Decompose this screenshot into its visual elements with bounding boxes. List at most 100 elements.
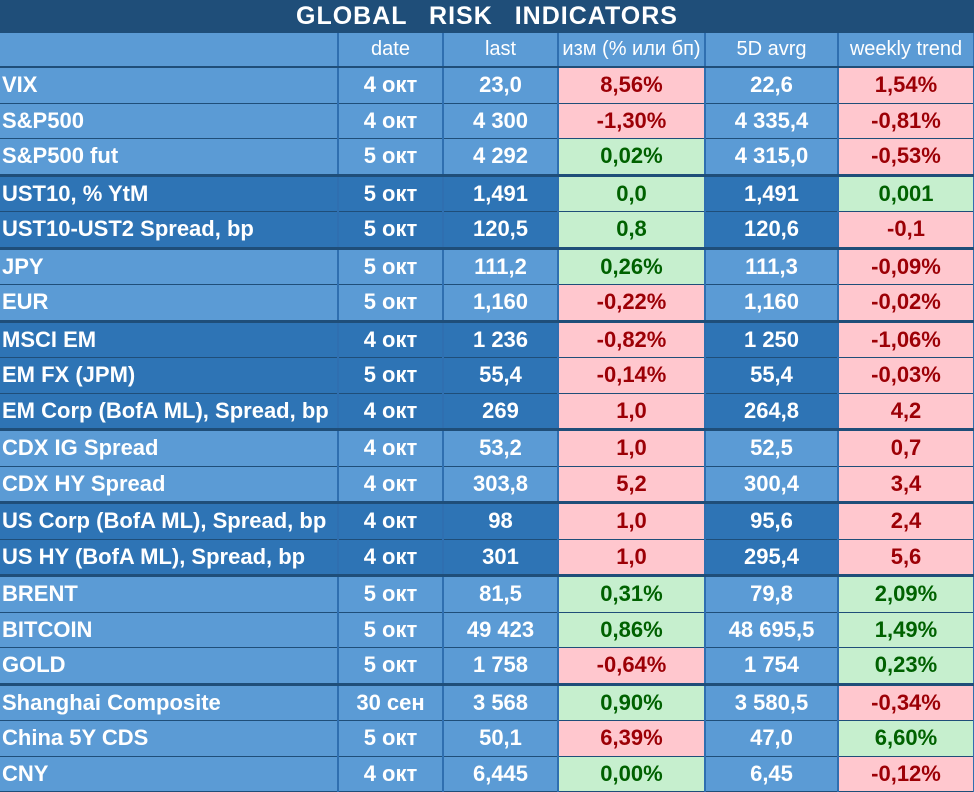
- last-value-cell: 111,2: [443, 246, 559, 285]
- indicator-name-cell: VIX: [0, 67, 339, 104]
- table-row: US HY (BofA ML), Spread, bp 4 окт 301 1,0 29…: [0, 539, 974, 576]
- indicator-name-cell: EM Corp (BofA ML), Spread, bp: [0, 393, 339, 430]
- weekly-trend-cell: -0,1: [838, 211, 974, 249]
- average-5d-cell: 264,8: [705, 393, 839, 430]
- weekly-trend-cell: -0,12%: [838, 756, 974, 792]
- indicator-name-cell: US Corp (BofA ML), Spread, bp: [0, 501, 339, 540]
- average-5d-cell: 4 335,4: [705, 103, 839, 139]
- average-5d-cell: 1,160: [705, 284, 839, 322]
- last-value-cell: 50,1: [443, 720, 559, 757]
- date-cell: 30 сен: [338, 682, 444, 721]
- table-row: CNY 4 окт 6,445 0,00% 6,45 -0,12%: [0, 756, 974, 792]
- change-cell: 5,2: [558, 466, 706, 503]
- weekly-trend-cell: -1,06%: [838, 319, 974, 358]
- average-5d-cell: 47,0: [705, 720, 839, 757]
- average-5d-cell: 6,45: [705, 756, 839, 792]
- weekly-trend-cell: -0,03%: [838, 357, 974, 394]
- date-cell: 4 окт: [338, 539, 444, 576]
- indicator-name-cell: BITCOIN: [0, 612, 339, 648]
- last-value-cell: 1,160: [443, 284, 559, 322]
- change-cell: 0,90%: [558, 682, 706, 721]
- change-cell: 0,02%: [558, 138, 706, 176]
- average-5d-cell: 52,5: [705, 428, 839, 467]
- table-row: GOLD 5 окт 1 758 -0,64% 1 754 0,23%: [0, 647, 974, 685]
- header-weekly-trend: weekly trend: [838, 33, 974, 68]
- last-value-cell: 1,491: [443, 173, 559, 212]
- date-cell: 5 окт: [338, 284, 444, 322]
- table-row: US Corp (BofA ML), Spread, bp 4 окт 98 1,0 9…: [0, 501, 974, 540]
- change-cell: 1,0: [558, 428, 706, 467]
- table-row: CDX HY Spread 4 окт 303,8 5,2 300,4 3,4: [0, 466, 974, 503]
- table-row: EUR 5 окт 1,160 -0,22% 1,160 -0,02%: [0, 284, 974, 322]
- header-name: [0, 33, 339, 68]
- change-cell: 0,31%: [558, 574, 706, 613]
- weekly-trend-cell: 2,4: [838, 501, 974, 540]
- change-cell: 8,56%: [558, 67, 706, 104]
- average-5d-cell: 120,6: [705, 211, 839, 249]
- change-cell: 1,0: [558, 501, 706, 540]
- indicator-name-cell: China 5Y CDS: [0, 720, 339, 757]
- indicator-name-cell: US HY (BofA ML), Spread, bp: [0, 539, 339, 576]
- weekly-trend-cell: 6,60%: [838, 720, 974, 757]
- last-value-cell: 120,5: [443, 211, 559, 249]
- change-cell: -0,22%: [558, 284, 706, 322]
- last-value-cell: 4 292: [443, 138, 559, 176]
- last-value-cell: 49 423: [443, 612, 559, 648]
- average-5d-cell: 111,3: [705, 246, 839, 285]
- change-cell: -0,14%: [558, 357, 706, 394]
- indicator-name-cell: JPY: [0, 246, 339, 285]
- average-5d-cell: 3 580,5: [705, 682, 839, 721]
- change-cell: -0,64%: [558, 647, 706, 685]
- header-change: изм (% или бп): [558, 33, 706, 68]
- last-value-cell: 3 568: [443, 682, 559, 721]
- indicator-name-cell: Shanghai Composite: [0, 682, 339, 721]
- last-value-cell: 269: [443, 393, 559, 430]
- weekly-trend-cell: -0,53%: [838, 138, 974, 176]
- change-cell: 0,0: [558, 173, 706, 212]
- date-cell: 5 окт: [338, 211, 444, 249]
- indicator-name-cell: EUR: [0, 284, 339, 322]
- weekly-trend-cell: 1,49%: [838, 612, 974, 648]
- indicator-name-cell: CNY: [0, 756, 339, 792]
- indicator-name-cell: UST10, % YtM: [0, 173, 339, 212]
- average-5d-cell: 1 754: [705, 647, 839, 685]
- date-cell: 5 окт: [338, 173, 444, 212]
- date-cell: 5 окт: [338, 647, 444, 685]
- header-date: date: [338, 33, 444, 68]
- change-cell: 1,0: [558, 393, 706, 430]
- last-value-cell: 301: [443, 539, 559, 576]
- change-cell: 0,26%: [558, 246, 706, 285]
- date-cell: 5 окт: [338, 357, 444, 394]
- weekly-trend-cell: 1,54%: [838, 67, 974, 104]
- date-cell: 4 окт: [338, 103, 444, 139]
- date-cell: 5 окт: [338, 138, 444, 176]
- indicators-table: date last изм (% или бп) 5D avrg weekly …: [0, 33, 974, 792]
- average-5d-cell: 95,6: [705, 501, 839, 540]
- change-cell: -0,82%: [558, 319, 706, 358]
- average-5d-cell: 79,8: [705, 574, 839, 613]
- header-row: date last изм (% или бп) 5D avrg weekly …: [0, 33, 974, 68]
- average-5d-cell: 4 315,0: [705, 138, 839, 176]
- table-row: China 5Y CDS 5 окт 50,1 6,39% 47,0 6,60%: [0, 720, 974, 757]
- weekly-trend-cell: 3,4: [838, 466, 974, 503]
- table-row: CDX IG Spread 4 окт 53,2 1,0 52,5 0,7: [0, 428, 974, 467]
- date-cell: 5 окт: [338, 720, 444, 757]
- average-5d-cell: 1 250: [705, 319, 839, 358]
- last-value-cell: 303,8: [443, 466, 559, 503]
- change-cell: 0,00%: [558, 756, 706, 792]
- average-5d-cell: 55,4: [705, 357, 839, 394]
- change-cell: 0,86%: [558, 612, 706, 648]
- weekly-trend-cell: -0,81%: [838, 103, 974, 139]
- weekly-trend-cell: 0,001: [838, 173, 974, 212]
- last-value-cell: 4 300: [443, 103, 559, 139]
- indicator-name-cell: S&P500: [0, 103, 339, 139]
- weekly-trend-cell: 2,09%: [838, 574, 974, 613]
- date-cell: 4 окт: [338, 501, 444, 540]
- table-row: BITCOIN 5 окт 49 423 0,86% 48 695,5 1,49%: [0, 612, 974, 648]
- table-row: S&P500 fut 5 окт 4 292 0,02% 4 315,0 -0,53%: [0, 138, 974, 176]
- change-cell: -1,30%: [558, 103, 706, 139]
- average-5d-cell: 1,491: [705, 173, 839, 212]
- indicator-name-cell: EM FX (JPM): [0, 357, 339, 394]
- date-cell: 4 окт: [338, 319, 444, 358]
- indicator-name-cell: CDX IG Spread: [0, 428, 339, 467]
